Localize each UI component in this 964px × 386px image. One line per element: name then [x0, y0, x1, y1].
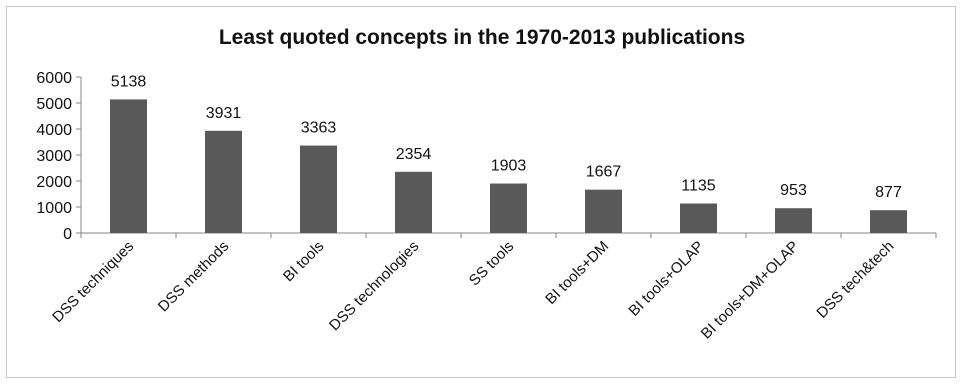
- category-label: BI tools: [280, 238, 327, 285]
- chart-frame: [6, 6, 956, 378]
- category-label: DSS techniques: [49, 238, 137, 326]
- bar: [490, 183, 527, 233]
- y-tick-label: 5000: [36, 96, 72, 113]
- category-label: BI tools+DM+OLAP: [698, 238, 803, 343]
- bar: [775, 208, 812, 233]
- data-label: 1135: [681, 177, 716, 194]
- y-tick-label: 4000: [36, 122, 72, 139]
- y-tick-label: 1000: [36, 200, 72, 217]
- data-label: 3931: [206, 105, 242, 122]
- category-label: DSS technologies: [326, 238, 422, 334]
- data-label: 5138: [111, 73, 147, 90]
- data-label: 877: [875, 184, 902, 201]
- data-label: 953: [780, 182, 807, 199]
- category-label: BI tools+OLAP: [625, 238, 707, 320]
- bar: [585, 189, 622, 233]
- category-label: DSS methods: [155, 238, 232, 315]
- data-label: 3363: [301, 120, 337, 137]
- bar: [110, 99, 147, 233]
- y-tick-label: 6000: [36, 70, 72, 87]
- bar: [870, 210, 907, 233]
- category-label: DSS tech&tech: [813, 238, 897, 322]
- y-tick-label: 0: [63, 226, 72, 243]
- bar: [680, 203, 717, 233]
- category-label: BI tools+DM: [542, 238, 612, 308]
- chart-title: Least quoted concepts in the 1970-2013 p…: [218, 26, 746, 49]
- data-label: 1903: [491, 158, 527, 175]
- data-label: 2354: [396, 146, 432, 163]
- y-tick-label: 3000: [36, 148, 72, 165]
- bar: [300, 145, 337, 233]
- bar: [205, 130, 242, 233]
- category-label: SS tools: [466, 238, 518, 290]
- data-label: 1667: [586, 164, 622, 181]
- bar: [395, 171, 432, 233]
- y-tick-label: 2000: [36, 174, 72, 191]
